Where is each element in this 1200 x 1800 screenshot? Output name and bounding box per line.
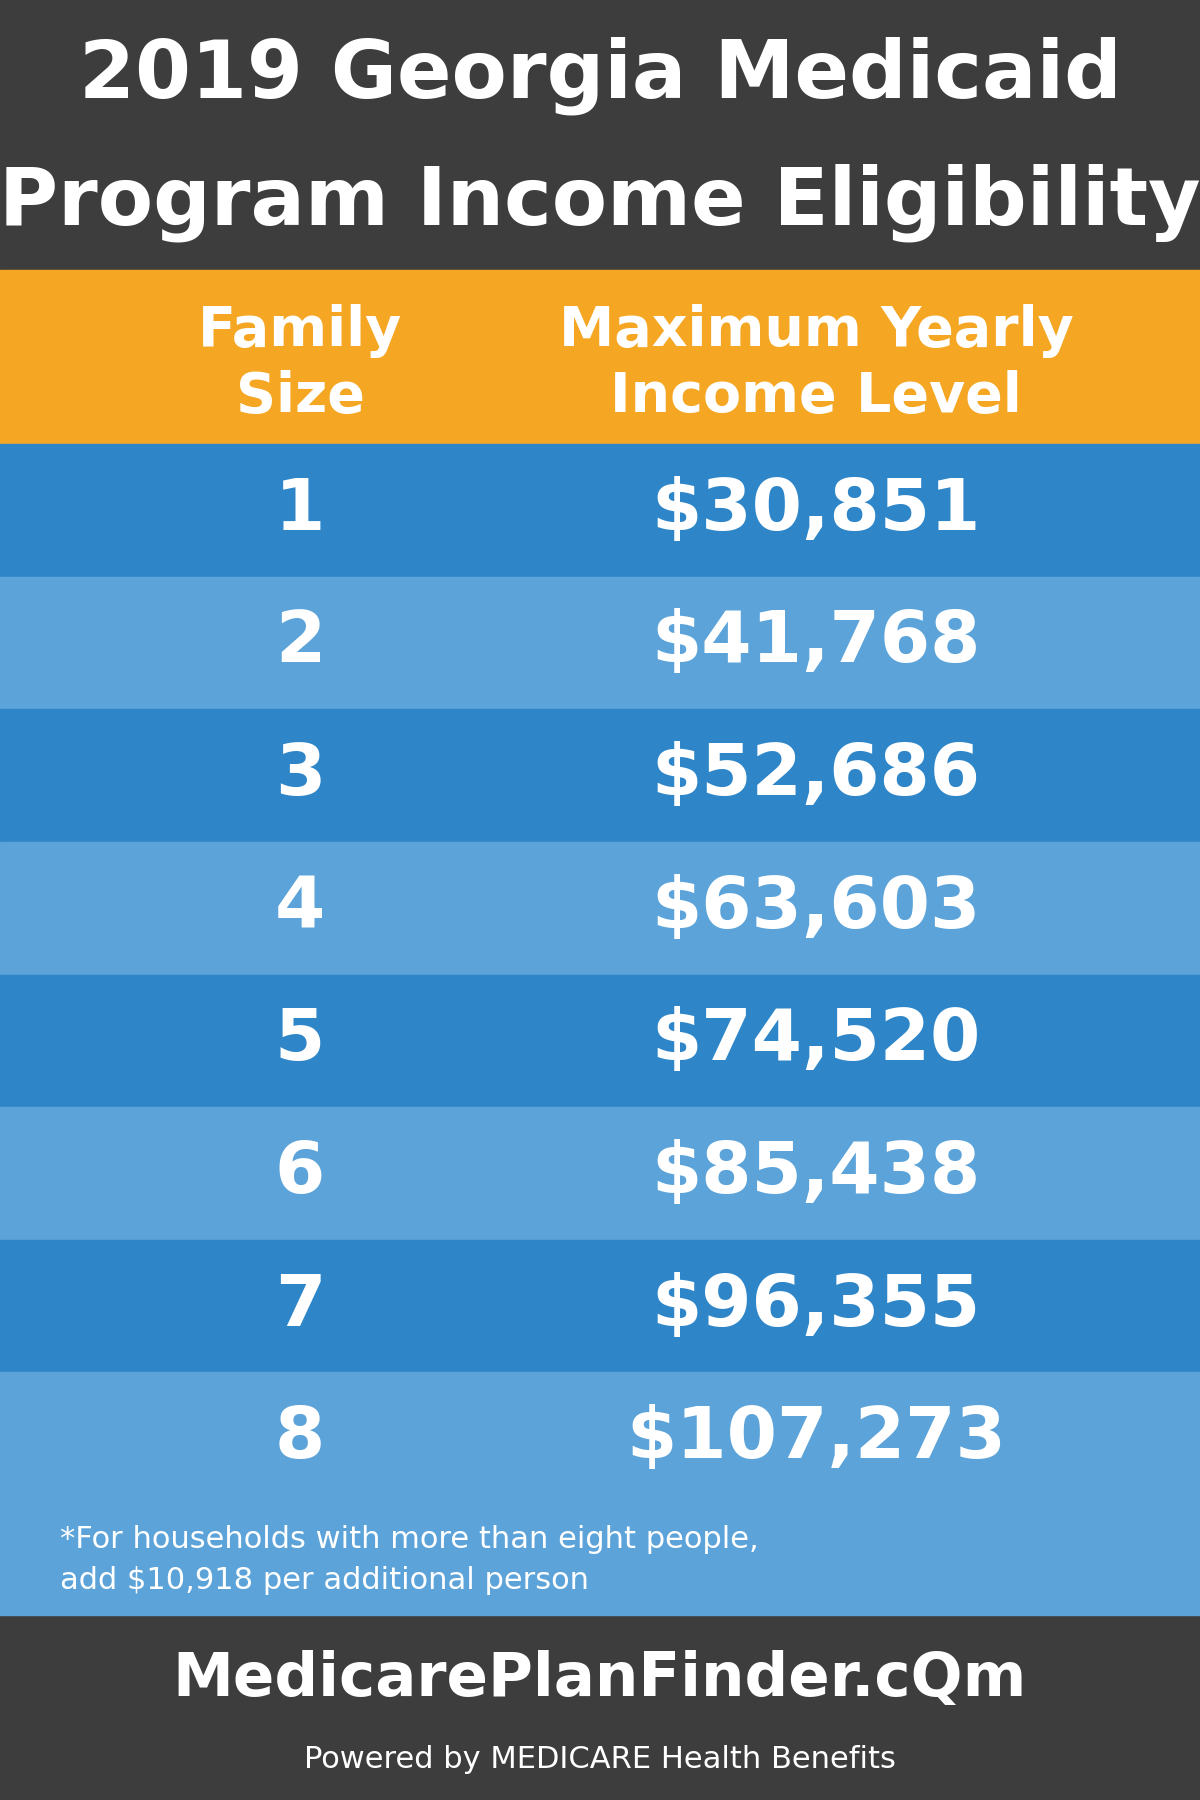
Text: 4: 4 [275, 873, 325, 943]
Text: 7: 7 [275, 1271, 325, 1341]
Text: 5: 5 [275, 1006, 325, 1075]
Text: Family
Size: Family Size [198, 304, 402, 425]
Text: $107,273: $107,273 [626, 1404, 1006, 1472]
Text: MedicarePlanFinder.cQm: MedicarePlanFinder.cQm [173, 1651, 1027, 1710]
Text: Maximum Yearly
Income Level: Maximum Yearly Income Level [559, 304, 1073, 425]
Text: 2019 Georgia Medicaid: 2019 Georgia Medicaid [79, 36, 1121, 115]
Bar [0, 974, 1200, 1107]
Bar [0, 284, 1200, 1615]
Bar [0, 576, 1200, 709]
Text: Program Income Eligibility: Program Income Eligibility [0, 164, 1200, 241]
Text: $74,520: $74,520 [652, 1006, 980, 1075]
Bar [0, 445, 1200, 576]
Bar [0, 709, 1200, 842]
Text: 8: 8 [275, 1404, 325, 1472]
Bar [0, 284, 1200, 445]
Text: $96,355: $96,355 [652, 1271, 980, 1341]
Bar [0, 270, 1200, 284]
Bar [0, 1107, 1200, 1240]
Bar [0, 1372, 1200, 1505]
Text: 2: 2 [275, 608, 325, 677]
Bar [0, 0, 1200, 270]
Text: $63,603: $63,603 [652, 873, 980, 943]
Bar [0, 1615, 1200, 1800]
Text: $30,851: $30,851 [652, 475, 980, 545]
Text: $52,686: $52,686 [652, 742, 980, 810]
Text: 3: 3 [275, 742, 325, 810]
Text: *For households with more than eight people,
add $10,918 per additional person: *For households with more than eight peo… [60, 1525, 758, 1595]
Text: Powered by MEDICARE Health Benefits: Powered by MEDICARE Health Benefits [304, 1744, 896, 1773]
Bar [0, 1240, 1200, 1372]
Text: 1: 1 [275, 475, 325, 545]
Text: $85,438: $85,438 [652, 1139, 980, 1208]
Bar [0, 1505, 1200, 1615]
Bar [0, 842, 1200, 974]
Text: $41,768: $41,768 [652, 608, 980, 677]
Text: 6: 6 [275, 1139, 325, 1208]
